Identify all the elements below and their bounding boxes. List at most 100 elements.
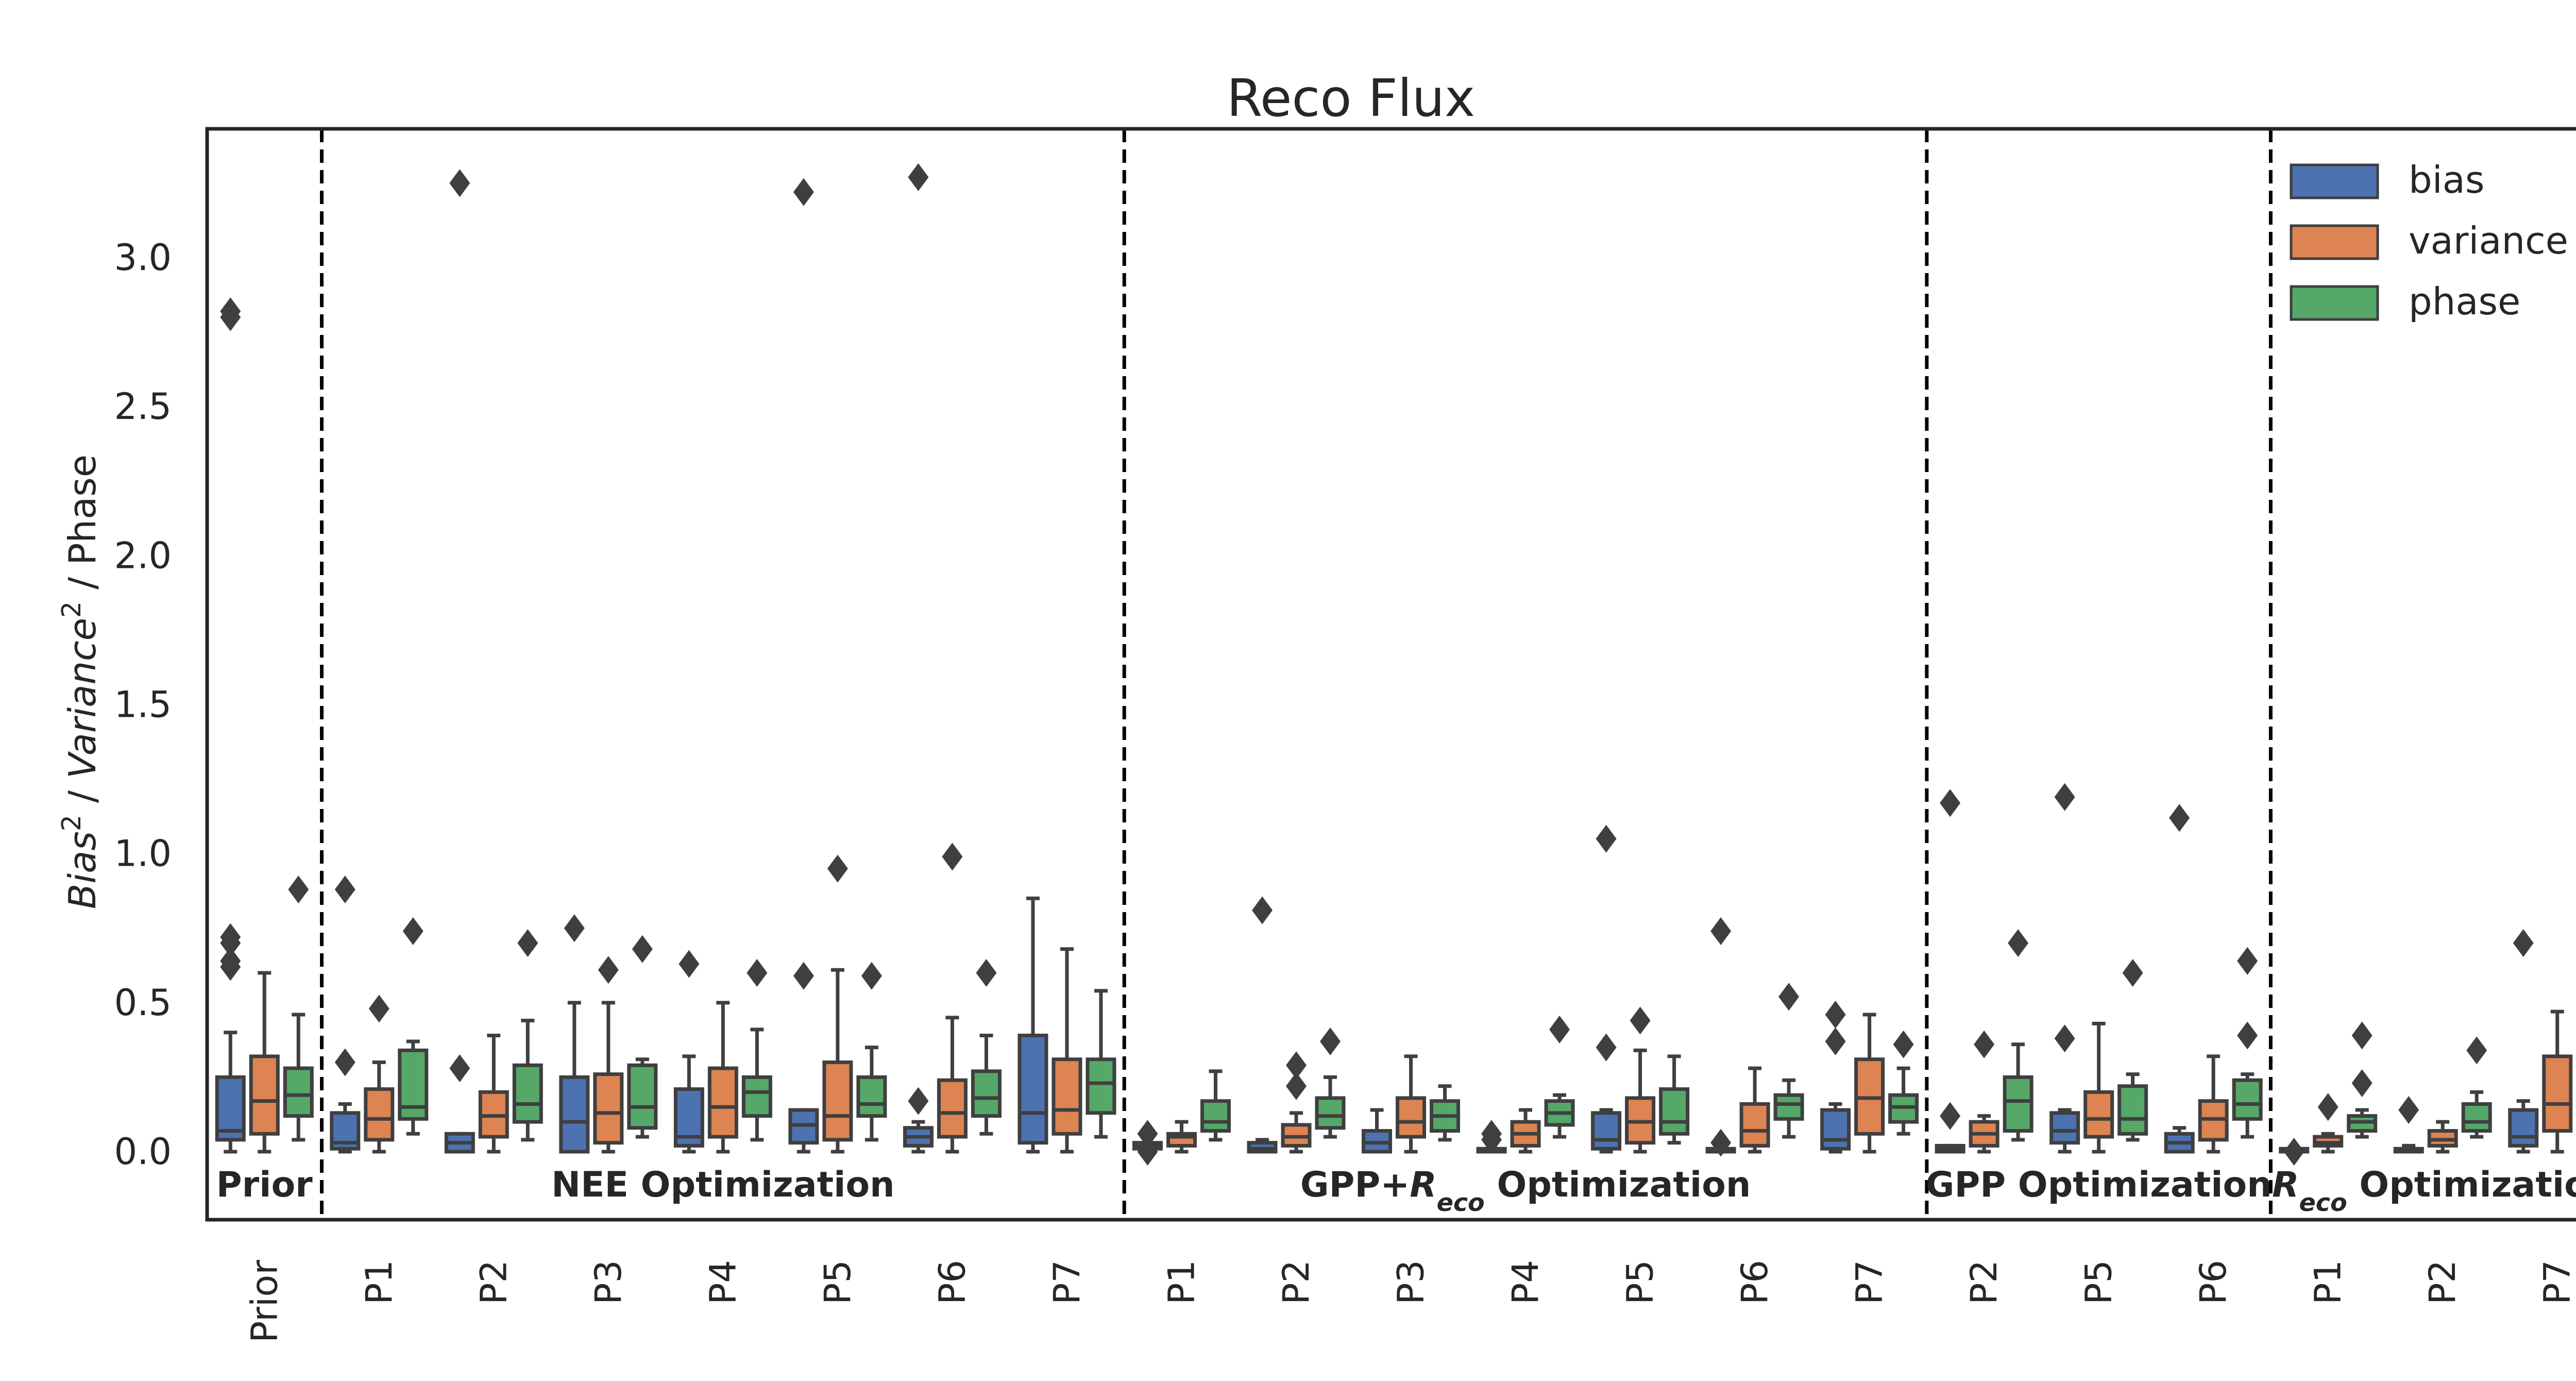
box-bias-12 <box>1591 824 1622 1154</box>
group-label: GPP Optimization <box>1926 1165 2272 1205</box>
box-bias-2 <box>444 169 475 1154</box>
outlier <box>1251 896 1273 924</box>
box-phase-14 <box>1888 1030 1919 1136</box>
boxes <box>215 163 2573 1166</box>
box-bias-6 <box>903 163 934 1154</box>
box-body <box>1052 1057 1082 1136</box>
box-phase-7 <box>1086 989 1116 1139</box>
plot-frame <box>205 127 2576 1222</box>
y-axis-label-part-2: / <box>61 779 104 815</box>
outlier <box>1137 1138 1158 1166</box>
y-tick-label: 0.0 <box>114 1131 172 1173</box>
outlier <box>288 875 309 904</box>
legend-label-phase: phase <box>2409 280 2520 323</box>
x-tick-label: P2 <box>472 1260 515 1305</box>
group-label: GPP+Reco Optimization <box>1300 1165 1751 1217</box>
box-variance-19 <box>2427 1120 2458 1154</box>
box-body <box>512 1063 543 1124</box>
outlier <box>942 843 963 871</box>
outlier <box>1893 1030 1914 1058</box>
outlier <box>1137 1120 1158 1148</box>
outlier <box>2122 959 2143 987</box>
x-ticks: Prior P1 P2 P3 P4 P5 P6 P7 P1 P2 P3 P4 P5 P6 P7 P2 P5 P6 P… <box>243 1260 2576 1343</box>
box-bias-10 <box>1362 1108 1392 1154</box>
x-tick-label: P7 <box>2536 1260 2576 1305</box>
outlier <box>2351 1021 2372 1050</box>
group-labels: Prior NEE Optimization GPP+Reco Optimizati… <box>216 1165 2576 1217</box>
outlier <box>220 947 241 975</box>
box-body <box>1315 1096 1346 1130</box>
x-tick-label: P6 <box>931 1260 973 1305</box>
box-bias-1 <box>330 875 361 1154</box>
outlier <box>1778 983 1800 1011</box>
box-variance-3 <box>593 956 624 1154</box>
box-phase-11 <box>1544 1015 1575 1139</box>
outlier <box>449 169 470 197</box>
x-tick-label: P2 <box>2421 1260 2464 1305</box>
box-body <box>707 1066 738 1139</box>
x-tick-label: P3 <box>1390 1260 1432 1305</box>
box-body <box>1396 1096 1426 1139</box>
y-axis-label-part-1: 2 <box>56 815 87 831</box>
box-body <box>627 1063 658 1130</box>
box-body <box>2049 1111 2080 1145</box>
box-bias-15 <box>1935 789 1965 1154</box>
y-tick-label: 2.5 <box>114 385 172 428</box>
outlier <box>2169 804 2190 832</box>
outlier <box>2237 947 2258 975</box>
outlier <box>827 854 848 883</box>
group-label-part-3: Optimization <box>1485 1165 1751 1205</box>
box-phase-2 <box>512 929 543 1142</box>
outlier <box>2317 1093 2338 1121</box>
box-variance-11 <box>1510 1108 1541 1154</box>
legend-swatch-bias <box>2290 163 2379 199</box>
outlier <box>1825 1028 1846 1056</box>
outlier <box>2054 783 2075 811</box>
box-body <box>2542 1054 2573 1133</box>
outlier <box>220 923 241 951</box>
outlier <box>1285 1072 1307 1100</box>
group-label-part-0: GPP Optimization <box>1926 1165 2272 1205</box>
box-bias-7 <box>1018 896 1048 1154</box>
box-phase-9 <box>1315 1028 1346 1139</box>
box-body <box>937 1078 968 1139</box>
box-phase-19 <box>2461 1036 2492 1139</box>
box-body <box>856 1075 887 1118</box>
box-body <box>1086 1057 1116 1115</box>
group-label-part-0: Prior <box>216 1165 313 1205</box>
box-body <box>1018 1033 1048 1145</box>
box-phase-12 <box>1659 1054 1690 1145</box>
outlier <box>793 962 814 990</box>
box-body <box>559 1075 590 1154</box>
box-phase-10 <box>1430 1084 1460 1142</box>
y-tick-label: 3.0 <box>114 237 172 279</box>
outlier <box>632 935 653 963</box>
group-label: Prior <box>216 1165 313 1205</box>
x-tick-label: P1 <box>358 1260 400 1305</box>
legend-swatch-variance <box>2290 224 2379 260</box>
outlier <box>1285 1051 1307 1080</box>
box-variance-13 <box>1739 1066 1770 1154</box>
box-variance-2 <box>478 1033 509 1154</box>
box-body <box>971 1069 1002 1118</box>
box-phase-5 <box>856 962 887 1142</box>
outlier <box>402 917 423 946</box>
box-phase-0 <box>283 875 314 1142</box>
outlier <box>1825 1000 1846 1029</box>
box-variance-8 <box>1166 1120 1197 1154</box>
box-phase-1 <box>398 917 429 1136</box>
x-tick-label: P5 <box>1619 1260 1662 1305</box>
box-bias-9 <box>1247 896 1278 1154</box>
outlier <box>1710 917 1732 946</box>
series-variance <box>249 843 2573 1154</box>
box-body <box>2461 1102 2492 1133</box>
box-variance-7 <box>1052 947 1082 1154</box>
outlier <box>334 875 355 904</box>
group-label-part-2: Optimization <box>2347 1165 2576 1205</box>
outlier <box>1630 1006 1651 1035</box>
box-body <box>1773 1093 1804 1121</box>
x-tick-label: Prior <box>243 1260 285 1343</box>
group-label-part-0: GPP+ <box>1300 1165 1410 1205</box>
x-tick-label: P3 <box>587 1260 630 1305</box>
y-tick-label: 1.5 <box>114 684 172 726</box>
